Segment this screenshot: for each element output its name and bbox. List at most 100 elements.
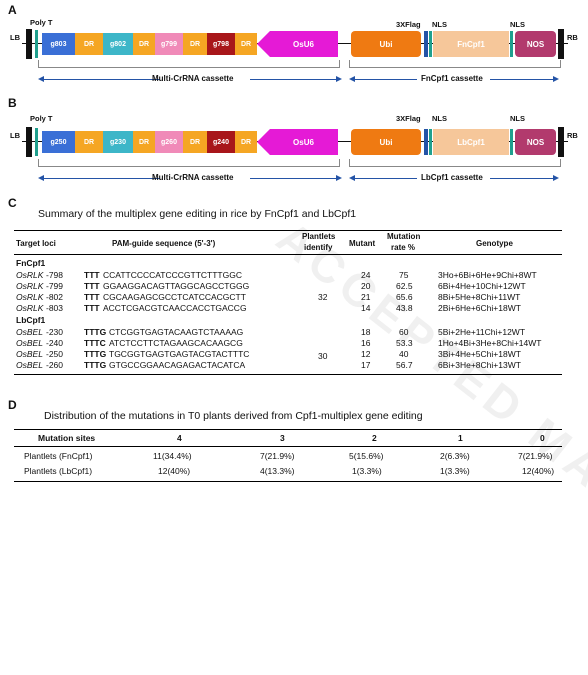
pam-motif: TTTC: [84, 338, 106, 348]
header-sites-0: 0: [540, 433, 545, 443]
header-sites-3: 3: [280, 433, 285, 443]
header-plantlets-1: Plantlets: [302, 232, 336, 241]
fncpf1-gene: FnCpf1: [433, 31, 509, 57]
flag-band: [424, 129, 428, 155]
header-pam-guide: PAM-guide sequence (5'-3'): [112, 239, 216, 248]
mutant-count: 14: [361, 303, 371, 313]
gene-name: OsBEL: [16, 338, 43, 348]
dr-1: DR: [75, 33, 103, 55]
nls-label-1: NLS: [432, 20, 447, 29]
cell-sites-0: 12(40%): [522, 466, 555, 476]
arrowhead-left-1: [38, 175, 44, 181]
gene-name: OsBEL: [16, 349, 43, 359]
dr-2: DR: [133, 33, 155, 55]
guide-sequence: GGAAGGACAGTTAGGCAGCCTGGG: [103, 281, 250, 291]
guide-g260: g260: [155, 131, 183, 153]
panel-a-label: A: [8, 3, 17, 17]
header-genotype: Genotype: [476, 239, 513, 248]
header-rate-1: Mutation: [387, 232, 421, 241]
table-c-title: Summary of the multiplex gene editing in…: [38, 208, 357, 220]
cell-sites-1: 2(6.3%): [440, 451, 470, 461]
guide-g802: g802: [103, 33, 133, 55]
table-c-top-rule: [14, 230, 562, 232]
osu6-promoter: OsU6: [257, 129, 338, 155]
guide-g240: g240: [207, 131, 235, 153]
flag-band: [424, 31, 428, 57]
osu6-promoter: OsU6: [257, 31, 338, 57]
nls-band-2: [510, 129, 513, 155]
arrowhead-left-2: [349, 76, 355, 82]
arrow-right-1: [250, 79, 336, 80]
guide-sequence: CTCGGTGAGTACAAGTCTAAAAG: [109, 327, 244, 337]
plantlets-fncpf1: 32: [318, 292, 328, 302]
multi-crrna-bracket: [38, 159, 340, 167]
cassette-label-cpf1: LbCpf1 cassette: [421, 173, 483, 182]
nls-band-2: [510, 31, 513, 57]
cpf1-bracket: [349, 159, 561, 167]
genotype: 6Bi+3He+8Chi+13WT: [438, 360, 521, 370]
gene-number: -230: [46, 327, 64, 337]
nls-label-2: NLS: [510, 20, 525, 29]
arrow-right-1: [250, 178, 336, 179]
flag-label: 3XFlag: [396, 114, 421, 123]
gene-name: OsBEL: [16, 327, 43, 337]
gene-number: -802: [46, 292, 64, 302]
genotype: 1Ho+4Bi+3He+8Chi+14WT: [438, 338, 542, 348]
cell-sites-3: 7(21.9%): [260, 451, 295, 461]
arrow-right-2: [490, 79, 553, 80]
genotype: 6Bi+4He+10Chi+12WT: [438, 281, 526, 291]
gene-number: -799: [46, 281, 64, 291]
ubi-promoter: Ubi: [351, 31, 421, 57]
header-sites-2: 2: [372, 433, 377, 443]
panel-d-label: D: [8, 398, 17, 412]
guide-sequence: ATCTCCTTCTAGAAGCACAAGCG: [109, 338, 243, 348]
table-d-top-rule: [14, 429, 562, 431]
pam-motif: TTTG: [84, 349, 107, 359]
guide-sequence: GTGCCGGAACAGAGACTACATCA: [109, 360, 246, 370]
arrow-left-1: [40, 79, 160, 80]
gene-name: OsRLK: [16, 281, 44, 291]
genotype: 8Bi+5He+8Chi+11WT: [438, 292, 521, 302]
gene-number: -260: [46, 360, 64, 370]
header-sites-4: 4: [177, 433, 182, 443]
cpf1-bracket: [349, 60, 561, 68]
arrow-left-1: [40, 178, 160, 179]
rb-border: [558, 29, 564, 59]
mutation-rate: 75: [399, 270, 409, 280]
guide-sequence: CCATTCCCCATCCCGTTCTTTGGC: [103, 270, 242, 280]
cell-sites-0: 7(21.9%): [518, 451, 553, 461]
flag-label: 3XFlag: [396, 20, 421, 29]
nls-label-1: NLS: [432, 114, 447, 123]
mutation-rate: 60: [399, 327, 409, 337]
header-plantlets-2: identify: [304, 243, 333, 252]
guide-sequence: CGCAAGAGCGCCTCATCCACGCTT: [103, 292, 246, 302]
mutation-rate: 43.8: [396, 303, 413, 313]
cell-sites-2: 5(15.6%): [349, 451, 384, 461]
panel-b-label: B: [8, 96, 17, 110]
arrow-left-2: [352, 79, 417, 80]
polyt-marker: [35, 128, 38, 156]
genotype: 3Ho+6Bi+6He+9Chi+8WT: [438, 270, 537, 280]
cassette-label-multi: Multi-CrRNA cassette: [152, 173, 234, 182]
cassette-label-multi: Multi-CrRNA cassette: [152, 74, 234, 83]
dr-2: DR: [133, 131, 155, 153]
arrowhead-left-2: [349, 175, 355, 181]
panel-a-construct: LB Poly T 3XFlag NLS NLS RB g803 DR g802…: [0, 0, 588, 95]
gene-name: OsBEL: [16, 360, 43, 370]
cell-sites-3: 4(13.3%): [260, 466, 295, 476]
polyt-label: Poly T: [30, 114, 53, 123]
dr-3: DR: [183, 33, 207, 55]
gene-name: OsRLK: [16, 303, 44, 313]
guide-g230: g230: [103, 131, 133, 153]
dr-3: DR: [183, 131, 207, 153]
cell-sites-4: 11(34.4%): [153, 451, 192, 461]
cell-sites-2: 1(3.3%): [352, 466, 382, 476]
gene-number: -803: [46, 303, 64, 313]
table-d-title: Distribution of the mutations in T0 plan…: [44, 410, 423, 422]
arrowhead-right-1: [336, 76, 342, 82]
mutant-count: 18: [361, 327, 371, 337]
panel-b-construct: LB Poly T 3XFlag NLS NLS RB g250 DR g230…: [0, 92, 588, 192]
mutation-rate: 40: [399, 349, 409, 359]
rb-label: RB: [567, 33, 578, 42]
arrow-left-2: [352, 178, 417, 179]
